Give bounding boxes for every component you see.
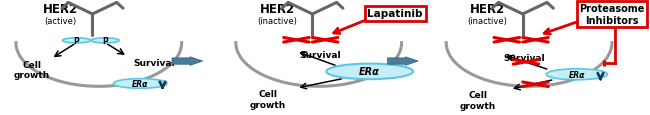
Text: HER2: HER2 — [43, 3, 78, 16]
FancyArrow shape — [172, 57, 203, 66]
Text: HER2: HER2 — [260, 3, 295, 16]
Text: (inactive): (inactive) — [257, 17, 297, 26]
Text: (active): (active) — [44, 17, 77, 26]
Text: Survival: Survival — [134, 58, 176, 67]
Text: Cell
growth: Cell growth — [14, 60, 50, 80]
Text: P: P — [102, 37, 108, 45]
Text: Proteasome
Inhibitors: Proteasome Inhibitors — [579, 4, 645, 26]
Text: ERα: ERα — [569, 70, 585, 79]
Circle shape — [114, 79, 167, 89]
Text: Cell
growth: Cell growth — [460, 91, 496, 110]
Text: Survival: Survival — [300, 51, 341, 60]
FancyArrow shape — [387, 57, 418, 66]
Text: Cell
growth: Cell growth — [250, 89, 286, 109]
Text: ERα: ERα — [359, 67, 380, 77]
Text: P: P — [73, 37, 79, 45]
Circle shape — [546, 69, 608, 80]
Circle shape — [326, 64, 413, 79]
Circle shape — [62, 39, 90, 43]
Text: ERα: ERα — [132, 79, 148, 88]
Circle shape — [91, 39, 119, 43]
Text: (inactive): (inactive) — [468, 17, 508, 26]
Text: HER2: HER2 — [470, 3, 505, 16]
Text: Lapatinib: Lapatinib — [367, 9, 423, 19]
Text: Survival: Survival — [504, 54, 545, 62]
